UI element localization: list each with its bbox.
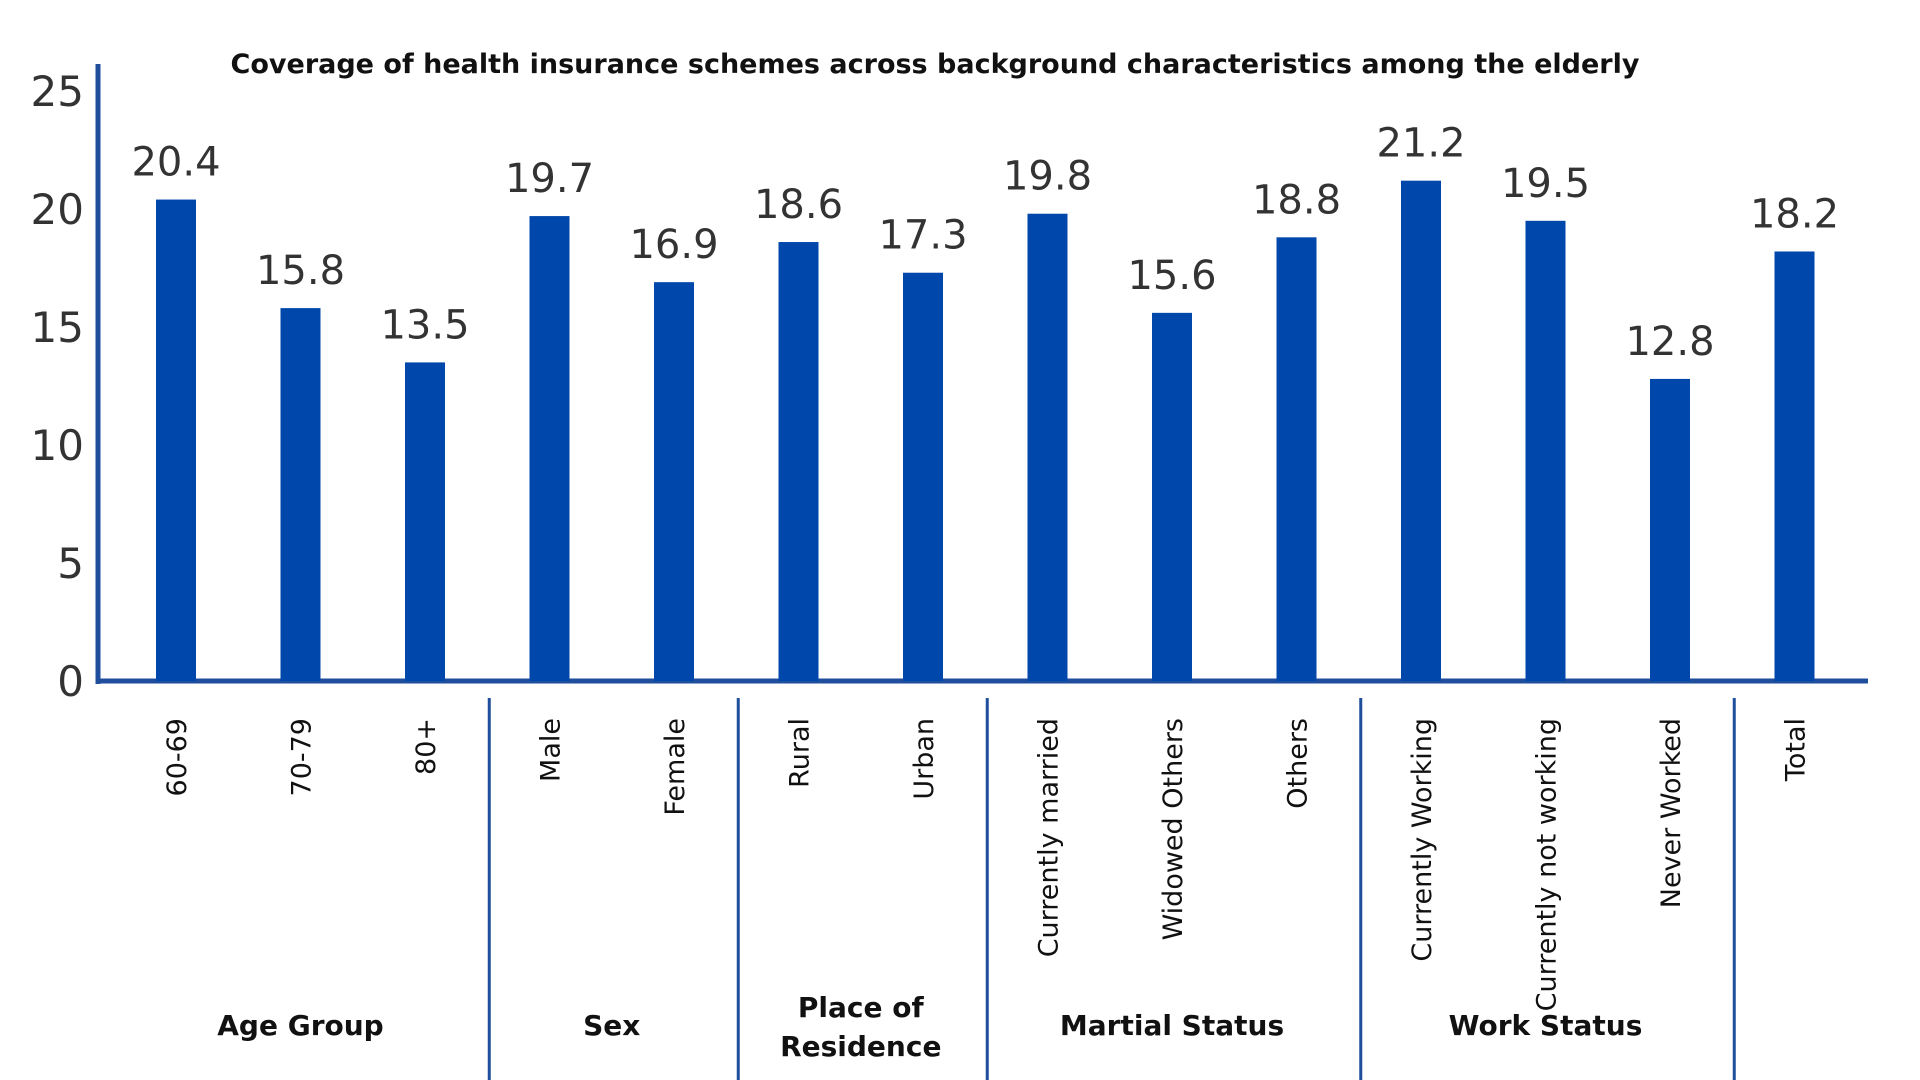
data-label: 16.9	[629, 222, 718, 268]
bar	[1152, 312, 1192, 681]
category-label: Rural	[785, 718, 816, 788]
data-label: 18.8	[1252, 177, 1341, 223]
bar	[1401, 180, 1441, 681]
group-label: Residence	[780, 1030, 941, 1063]
category-label: Widowed Others	[1158, 718, 1189, 940]
data-label: 12.8	[1625, 319, 1714, 365]
category-label: 60-69	[162, 718, 193, 796]
group-label: Martial Status	[1060, 1009, 1284, 1042]
category-labels: 60-69 70-79 80+ Male Female Rural Urban Current…	[162, 718, 1812, 1011]
bar	[1774, 251, 1815, 682]
category-label: Urban	[909, 718, 940, 800]
y-tick-label: 10	[31, 421, 84, 470]
category-label: 80+	[411, 718, 442, 775]
bar	[903, 272, 943, 681]
data-label: 21.2	[1376, 121, 1465, 167]
chart-title: Coverage of health insurance schemes acr…	[231, 49, 1640, 80]
data-label: 13.5	[380, 302, 469, 348]
data-label: 19.5	[1501, 161, 1590, 207]
group-labels: Age Group Sex Place of Residence Martial Sta…	[217, 991, 1642, 1063]
category-label: Others	[1283, 718, 1314, 809]
bar	[405, 362, 445, 681]
data-label: 15.8	[256, 248, 345, 294]
data-label: 19.8	[1003, 154, 1092, 200]
group-separators	[487, 698, 1736, 1080]
y-tick-label: 5	[57, 539, 84, 588]
bars	[156, 180, 1815, 682]
group-label: Place of	[798, 991, 925, 1024]
y-tick-label: 25	[31, 67, 84, 116]
group-label: Work Status	[1449, 1009, 1643, 1042]
data-label: 18.6	[754, 182, 843, 228]
bar	[778, 242, 819, 682]
bar	[156, 199, 196, 681]
bar	[1525, 220, 1566, 682]
y-axis: 0 5 10 15 20 25	[31, 64, 1868, 706]
y-tick-label: 15	[31, 303, 84, 352]
bar	[654, 282, 694, 681]
category-label: Currently married	[1034, 718, 1065, 957]
data-label: 18.2	[1750, 191, 1839, 237]
category-label: Total	[1781, 718, 1812, 782]
category-label: Currently not working	[1532, 718, 1563, 1011]
data-label: 20.4	[131, 140, 220, 186]
y-tick-label: 0	[57, 657, 84, 706]
bar	[1276, 237, 1317, 681]
category-label: Never Worked	[1656, 718, 1687, 908]
category-label: Male	[536, 718, 567, 782]
data-label: 19.7	[505, 156, 594, 202]
bar	[280, 308, 321, 681]
data-label: 15.6	[1127, 253, 1216, 299]
category-label: 70-79	[287, 718, 318, 796]
data-label: 17.3	[878, 213, 967, 259]
category-label: Female	[660, 718, 691, 816]
category-label: Currently Working	[1407, 718, 1438, 962]
bar	[1650, 378, 1690, 681]
y-tick-label: 20	[31, 185, 84, 234]
group-label: Age Group	[217, 1009, 383, 1042]
bar	[529, 216, 570, 681]
value-labels: 20.4 15.8 13.5 19.7 16.9 18.6 17.3 19.8 15.6 18.8…	[131, 121, 1839, 365]
group-label: Sex	[583, 1009, 640, 1042]
bar	[1027, 213, 1068, 681]
